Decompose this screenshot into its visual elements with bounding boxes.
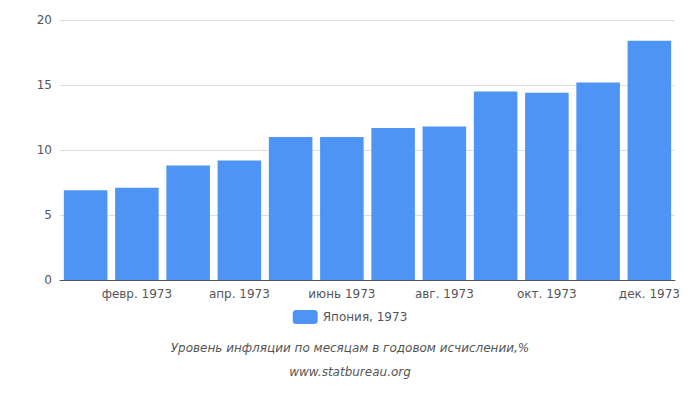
svg-text:дек. 1973: дек. 1973 [619, 287, 680, 301]
svg-text:10: 10 [37, 143, 52, 157]
svg-text:0: 0 [44, 273, 52, 287]
svg-text:февр. 1973: февр. 1973 [102, 287, 173, 301]
svg-text:www.statbureau.org: www.statbureau.org [289, 365, 411, 379]
svg-text:5: 5 [44, 208, 52, 222]
svg-text:Уровень инфляции по месяцам в: Уровень инфляции по месяцам в годовом ис… [171, 341, 530, 355]
svg-text:Япония, 1973: Япония, 1973 [323, 310, 408, 324]
svg-text:20: 20 [37, 13, 52, 27]
svg-text:авг. 1973: авг. 1973 [415, 287, 474, 301]
svg-text:апр. 1973: апр. 1973 [209, 287, 270, 301]
svg-text:15: 15 [37, 78, 52, 92]
svg-text:окт. 1973: окт. 1973 [517, 287, 577, 301]
svg-text:июнь 1973: июнь 1973 [308, 287, 375, 301]
